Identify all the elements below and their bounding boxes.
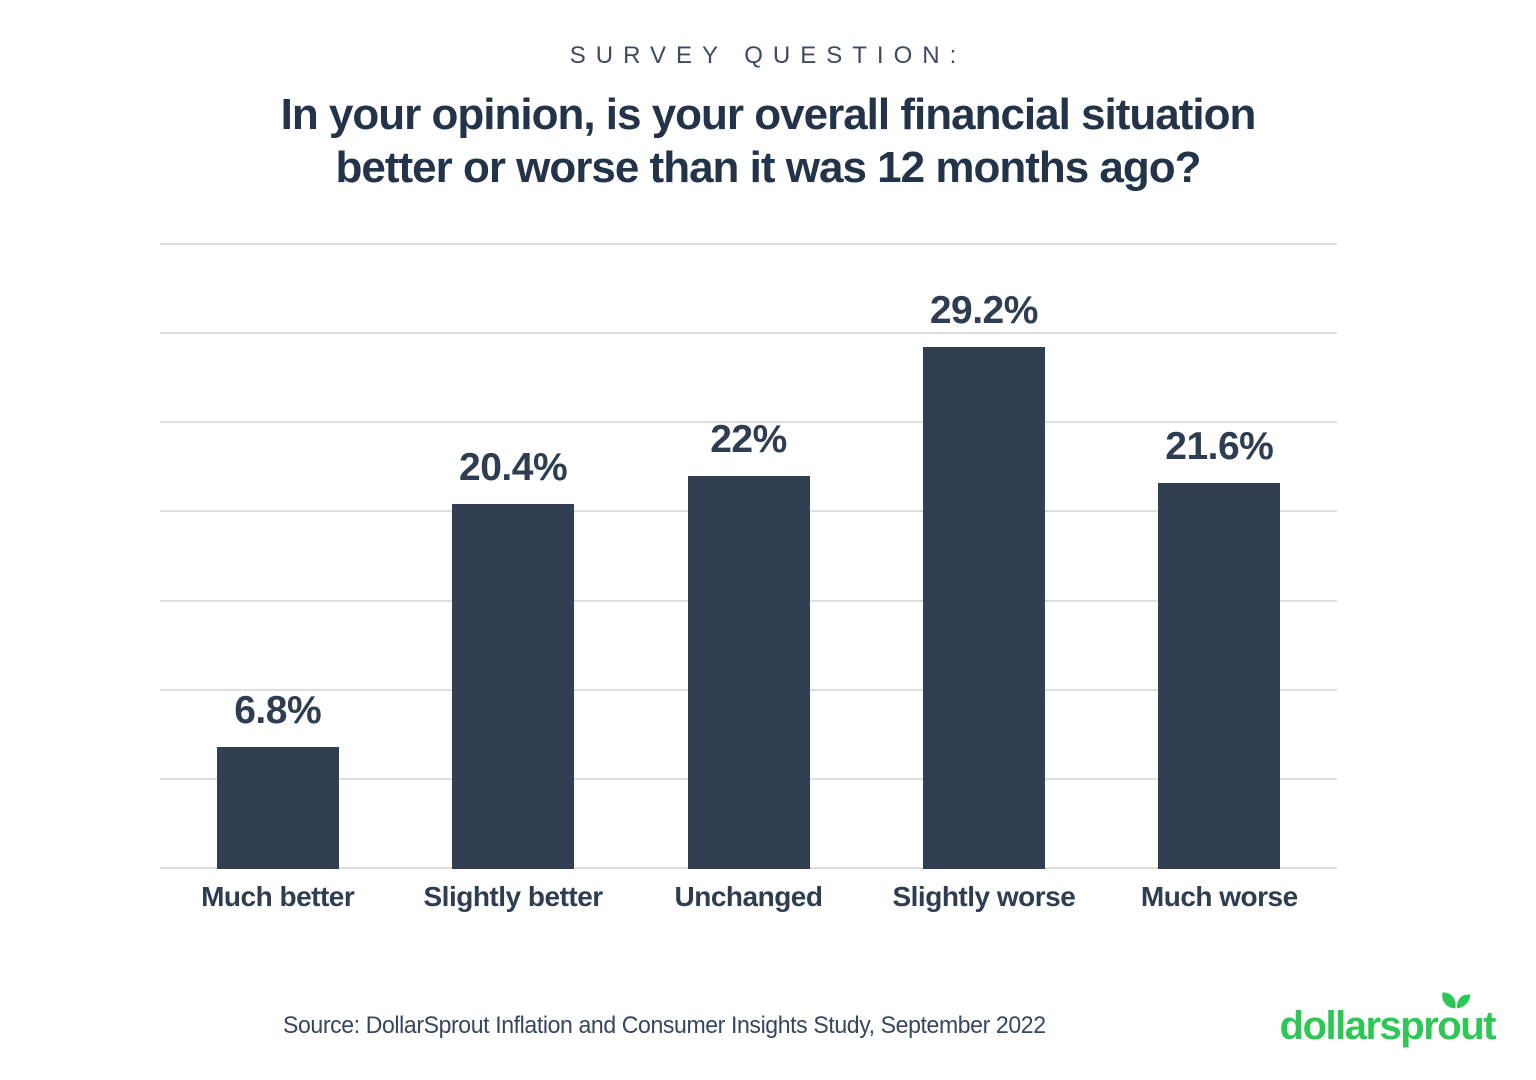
dollarsprout-logo: dollarspro ut (1279, 992, 1496, 1049)
bar-value-label: 20.4% (459, 446, 568, 490)
bar-value-label: 6.8% (234, 689, 322, 733)
chart-title-line2: better or worse than it was 12 months ag… (335, 143, 1201, 192)
bar-chart-plot-area: 6.8% Much better 20.4% Slightly better 22% Un… (160, 243, 1337, 912)
gridline (160, 243, 1337, 245)
gridline (160, 332, 1337, 335)
bar-category-label: Unchanged (674, 881, 823, 912)
bar-slightly-worse (922, 346, 1045, 869)
bar-value-label: 21.6% (1165, 424, 1274, 468)
bar-value-label: 22% (710, 417, 787, 461)
logo-text-post: ut (1460, 1004, 1496, 1048)
bar-slightly-better (452, 504, 575, 869)
logo-o-glyph: o (1437, 1004, 1461, 1048)
bar-value-label: 29.2% (929, 288, 1039, 332)
bar-category-label: Slightly worse (892, 881, 1076, 912)
logo-text-pre: dollarspr (1279, 1004, 1439, 1048)
bar-category-label: Much better (201, 881, 355, 912)
chart-title: In your opinion, is your overall financi… (0, 88, 1536, 194)
chart-title-line1: In your opinion, is your overall financi… (280, 90, 1257, 139)
survey-question-kicker: SURVEY QUESTION: (569, 42, 967, 69)
gridline (160, 421, 1337, 424)
source-attribution: Source: DollarSprout Inflation and Consu… (283, 1012, 1046, 1039)
logo-letter-o: o (1437, 992, 1471, 1049)
bar-category-label: Slightly better (423, 881, 603, 912)
sprout-icon (1442, 992, 1471, 1009)
bar-much-worse (1158, 482, 1281, 869)
bar-unchanged (687, 475, 810, 869)
bar-category-label: Much worse (1140, 881, 1298, 912)
bar-much-better (216, 747, 339, 869)
